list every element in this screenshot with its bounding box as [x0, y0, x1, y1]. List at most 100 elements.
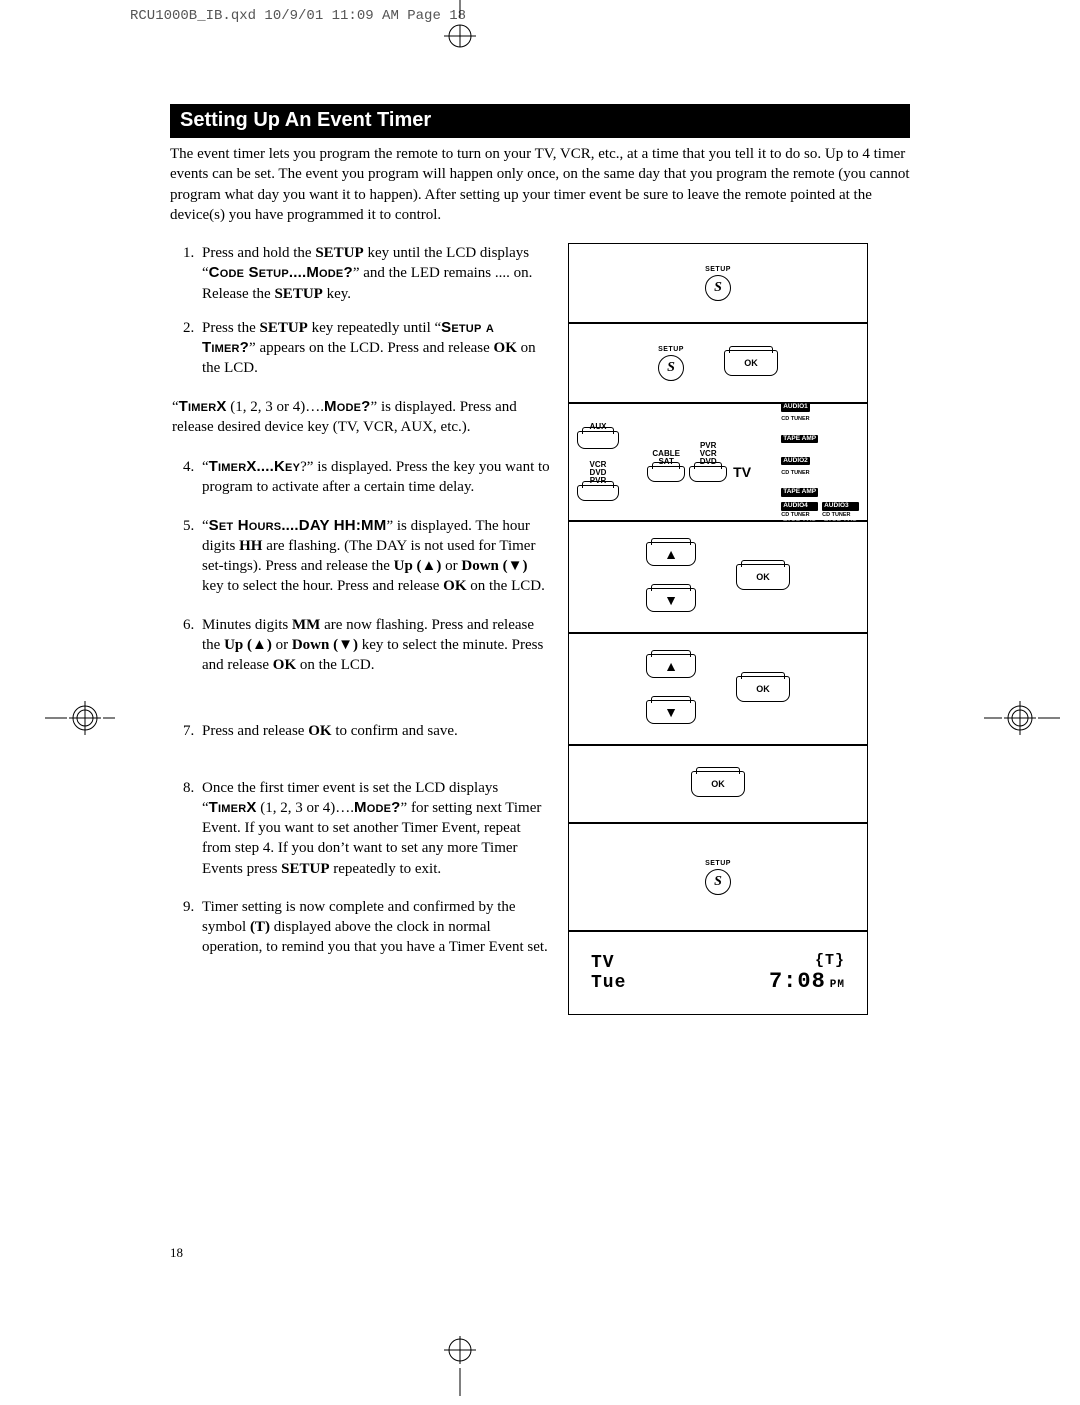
hh-word: HH [239, 538, 262, 554]
setup-word: SETUP [260, 320, 308, 336]
cable-key-icon [647, 466, 685, 482]
mm-word: MM [292, 617, 320, 633]
text: or [272, 637, 292, 653]
text: Minutes digits [202, 617, 292, 633]
ok-word: OK [273, 657, 296, 673]
ok-button-icon: OK [736, 676, 790, 702]
page-number: 18 [170, 1245, 183, 1261]
cd-tuner-label: CD TUNER [781, 417, 809, 423]
setup-word: SETUP [315, 245, 363, 261]
diagram-updown-ok-1: ▲ ▼ OK [568, 521, 868, 633]
step-9: Timer setting is now complete and confir… [198, 897, 550, 958]
aux-key-icon [577, 431, 619, 449]
lcd-t-symbol: {T} [815, 952, 845, 969]
intro-paragraph: The event timer lets you program the rem… [170, 144, 910, 225]
down-word: Down (▼) [461, 558, 527, 574]
down-key-icon: ▼ [646, 700, 696, 724]
text: on the LCD. [296, 657, 374, 673]
t-symbol: (T) [250, 919, 270, 935]
setup-label: SETUP [705, 266, 731, 273]
step-4: “TimerX....Key?” is displayed. Press the… [198, 457, 550, 498]
step-7: Press and release OK to confirm and save… [198, 721, 550, 741]
up-key-icon: ▲ [646, 542, 696, 566]
diagram-setup: SETUP S [568, 243, 868, 323]
setup-button-icon: S [705, 869, 731, 895]
step-8: Once the first timer event is set the LC… [198, 778, 550, 879]
ok-button-icon: OK [691, 771, 745, 797]
step-5: “Set Hours....DAY HH:MM” is displayed. T… [198, 516, 550, 597]
step-6: Minutes digits MM are now flashing. Pres… [198, 615, 550, 676]
cd-tuner-label: CD TUNER [781, 471, 809, 477]
text: ” appears on the LCD. Press and release [249, 340, 494, 356]
text: repeatedly to exit. [330, 861, 442, 877]
diagram-ok: OK [568, 745, 868, 823]
lcd-text: TimerX [179, 398, 227, 415]
pvr-key-icon [689, 466, 727, 482]
lcd-time: 7:08 [769, 969, 826, 994]
text: key repeatedly until “ [308, 320, 441, 336]
text: Press and hold the [202, 245, 315, 261]
lcd-text: TimerX....Key [209, 458, 300, 475]
audio1-label: AUDIO1 [781, 403, 810, 412]
diagram-device-keys: AUX VCR DVD PVR CABLE SAT [568, 403, 868, 521]
step-1: Press and hold the SETUP key until the L… [198, 243, 550, 304]
page: RCU1000B_IB.qxd 10/9/01 11:09 AM Page 18… [0, 0, 1080, 1397]
diagram-setup-ok: SETUP S OK [568, 323, 868, 403]
setup-button-icon: S [658, 355, 684, 381]
text: Press and release [202, 723, 308, 739]
lcd-tv: TV [591, 953, 615, 973]
steps-wrapper: Press and hold the SETUP key until the L… [170, 243, 910, 1015]
lcd-text: Mode? [324, 398, 371, 415]
text: (1, 2, 3 or 4)…. [257, 800, 355, 816]
crop-mark-left [45, 693, 115, 748]
text: “ [202, 459, 209, 475]
crop-mark-top [440, 0, 470, 50]
lcd-text: Set Hours....DAY HH:MM [209, 517, 387, 534]
text: on the LCD. [467, 578, 545, 594]
crop-mark-right [990, 693, 1060, 748]
lcd-tue: Tue [591, 973, 626, 993]
lcd-pm: PM [830, 979, 845, 991]
text: Press the [202, 320, 260, 336]
ok-word: OK [494, 340, 517, 356]
setup-label: SETUP [705, 860, 731, 867]
section-heading: Setting Up An Event Timer [170, 104, 910, 138]
cd-tuner-label: CD TUNER [822, 513, 859, 519]
text: to confirm and save. [332, 723, 458, 739]
setup-button-icon: S [705, 275, 731, 301]
tv-label: TV [733, 464, 751, 480]
diagram-lcd-readout: TV Tue {T} 7:08 PM [568, 931, 868, 1015]
lcd-text: TimerX [209, 799, 257, 816]
up-key-icon: ▲ [646, 654, 696, 678]
text: “ [202, 518, 209, 534]
interjection-text: “TimerX (1, 2, 3 or 4)….Mode?” is displa… [172, 397, 550, 438]
ok-button-icon: OK [724, 350, 778, 376]
lcd-text: Code Setup....Mode? [209, 264, 353, 281]
print-header: RCU1000B_IB.qxd 10/9/01 11:09 AM Page 18 [130, 8, 466, 24]
tape-amp-label: TAPE AMP [781, 488, 818, 497]
cd-tuner-label: CD TUNER [781, 513, 818, 519]
down-key-icon: ▼ [646, 588, 696, 612]
up-word: Up (▲) [224, 637, 272, 653]
icons-column: SETUP S SETUP S OK AUX [568, 243, 868, 1015]
setup-word: SETUP [281, 861, 329, 877]
setup-label: SETUP [658, 346, 684, 353]
tape-amp-label: TAPE AMP [781, 435, 818, 444]
ok-word: OK [443, 578, 466, 594]
steps-column: Press and hold the SETUP key until the L… [170, 243, 550, 1015]
step-2: Press the SETUP key repeatedly until “Se… [198, 318, 550, 379]
text: key. [323, 286, 351, 302]
down-word: Down (▼) [292, 637, 358, 653]
diagram-setup-2: SETUP S [568, 823, 868, 931]
setup-word: SETUP [274, 286, 322, 302]
text: (1, 2, 3 or 4)…. [227, 399, 325, 415]
lcd-text: Mode? [354, 799, 401, 816]
text: key to select the hour. Press and releas… [202, 578, 443, 594]
audio2-label: AUDIO2 [781, 457, 810, 466]
audio4-label: AUDIO4 [781, 502, 818, 511]
content-area: Setting Up An Event Timer The event time… [170, 104, 910, 1015]
diagram-updown-ok-2: ▲ ▼ OK [568, 633, 868, 745]
ok-word: OK [308, 723, 331, 739]
ok-button-icon: OK [736, 564, 790, 590]
audio3-label: AUDIO3 [822, 502, 859, 511]
